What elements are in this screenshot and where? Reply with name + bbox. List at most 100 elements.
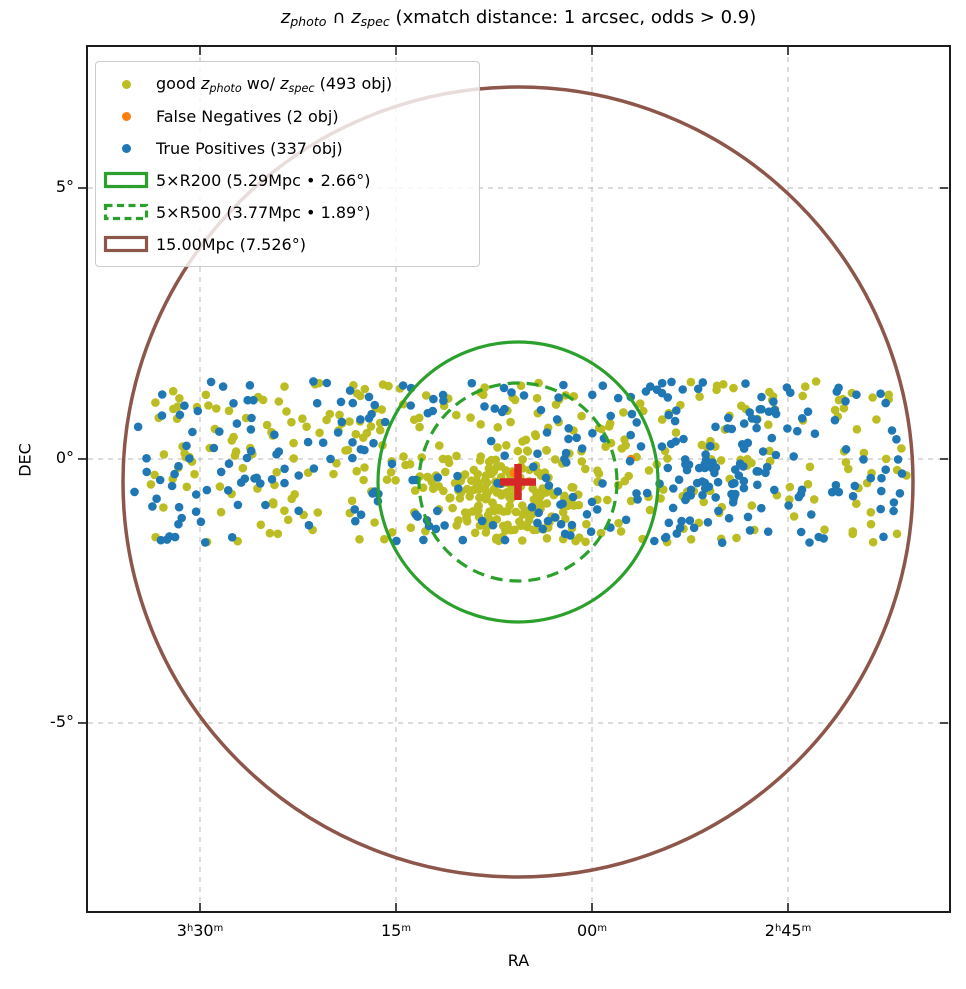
text-segment: True Positives (337 obj) xyxy=(156,138,343,158)
x-tick-label: 00m xyxy=(542,921,642,940)
data-point xyxy=(345,386,355,395)
data-point xyxy=(661,532,671,542)
data-point xyxy=(399,452,408,461)
data-point xyxy=(752,467,761,476)
data-point xyxy=(294,506,303,516)
data-point xyxy=(737,401,746,411)
plot-canvas xyxy=(78,45,951,913)
text-segment: m xyxy=(401,923,411,935)
data-point xyxy=(876,389,885,399)
data-point xyxy=(699,497,708,507)
data-point xyxy=(233,500,243,510)
data-point xyxy=(567,520,577,530)
data-point xyxy=(831,480,841,490)
data-point xyxy=(240,474,250,484)
data-point xyxy=(133,422,143,432)
data-point xyxy=(170,532,180,542)
data-point xyxy=(355,535,364,544)
data-point xyxy=(304,520,314,530)
x-tick-label: 2h45m xyxy=(738,921,838,940)
data-point xyxy=(841,397,850,406)
text-segment: h xyxy=(186,923,194,935)
text-segment: wo/ xyxy=(241,73,281,93)
data-point xyxy=(360,384,370,394)
data-point xyxy=(544,481,554,490)
data-point xyxy=(480,402,489,411)
data-point xyxy=(789,512,799,521)
data-point xyxy=(428,484,438,494)
data-point xyxy=(369,438,378,448)
data-point xyxy=(564,434,573,444)
legend-entry-false-negatives: False Negatives (2 obj) xyxy=(96,100,479,132)
data-point xyxy=(218,382,228,391)
data-point xyxy=(700,484,710,493)
r200-circle xyxy=(376,340,660,624)
data-point xyxy=(819,534,828,543)
chart-title: zphoto ∩ zspec (xmatch distance: 1 arcse… xyxy=(86,7,951,29)
data-point xyxy=(626,496,636,506)
data-point xyxy=(387,528,397,537)
data-point xyxy=(670,416,680,426)
data-point xyxy=(337,417,347,427)
data-point xyxy=(657,415,667,424)
data-point xyxy=(834,383,843,393)
data-point xyxy=(764,420,773,430)
data-point xyxy=(663,454,672,463)
legend-label: 15.00Mpc (7.526°) xyxy=(156,235,306,254)
data-point xyxy=(326,454,335,464)
data-point xyxy=(743,454,752,464)
data-point xyxy=(453,471,462,481)
data-point xyxy=(568,483,578,492)
data-point xyxy=(474,485,483,494)
data-point xyxy=(714,506,723,516)
data-point xyxy=(632,418,641,427)
data-point xyxy=(280,382,289,391)
data-point xyxy=(280,506,289,515)
data-point xyxy=(543,516,553,526)
data-point xyxy=(757,503,766,513)
data-point xyxy=(359,433,368,443)
data-point xyxy=(273,529,283,539)
data-point xyxy=(844,464,853,474)
data-point xyxy=(866,508,876,517)
data-point xyxy=(421,391,431,400)
data-point xyxy=(246,446,256,456)
15mpc-circle xyxy=(121,85,915,879)
data-point xyxy=(568,492,578,502)
data-point xyxy=(805,462,815,472)
data-point xyxy=(364,414,374,423)
data-point xyxy=(280,478,289,488)
data-point xyxy=(747,414,757,423)
data-point xyxy=(682,491,692,501)
data-point xyxy=(180,401,189,411)
text-segment: photo xyxy=(209,81,242,95)
data-point xyxy=(433,473,443,482)
data-point xyxy=(380,534,389,544)
data-point xyxy=(724,413,733,423)
data-point xyxy=(841,445,851,454)
data-point xyxy=(191,490,201,499)
data-point xyxy=(674,475,684,485)
data-point xyxy=(366,422,376,431)
legend-entry-r200-circle: 5×R200 (5.29Mpc • 2.66°) xyxy=(96,164,479,196)
data-point xyxy=(493,423,503,432)
scatter-true-positives xyxy=(130,377,907,547)
data-point xyxy=(536,405,546,415)
data-point xyxy=(669,484,678,493)
text-segment: 5×R200 (5.29Mpc • 2.66°) xyxy=(156,170,371,190)
data-point xyxy=(652,385,662,395)
data-point xyxy=(877,473,886,483)
data-point xyxy=(175,394,184,403)
data-point xyxy=(650,536,659,546)
data-point xyxy=(876,504,885,514)
data-point xyxy=(368,489,377,498)
data-point xyxy=(680,455,690,464)
data-point xyxy=(185,454,194,463)
data-point xyxy=(678,385,687,394)
data-point xyxy=(168,386,178,396)
text-segment: z xyxy=(280,73,289,93)
data-point xyxy=(577,411,586,421)
data-point xyxy=(713,477,723,487)
data-point xyxy=(534,508,543,517)
